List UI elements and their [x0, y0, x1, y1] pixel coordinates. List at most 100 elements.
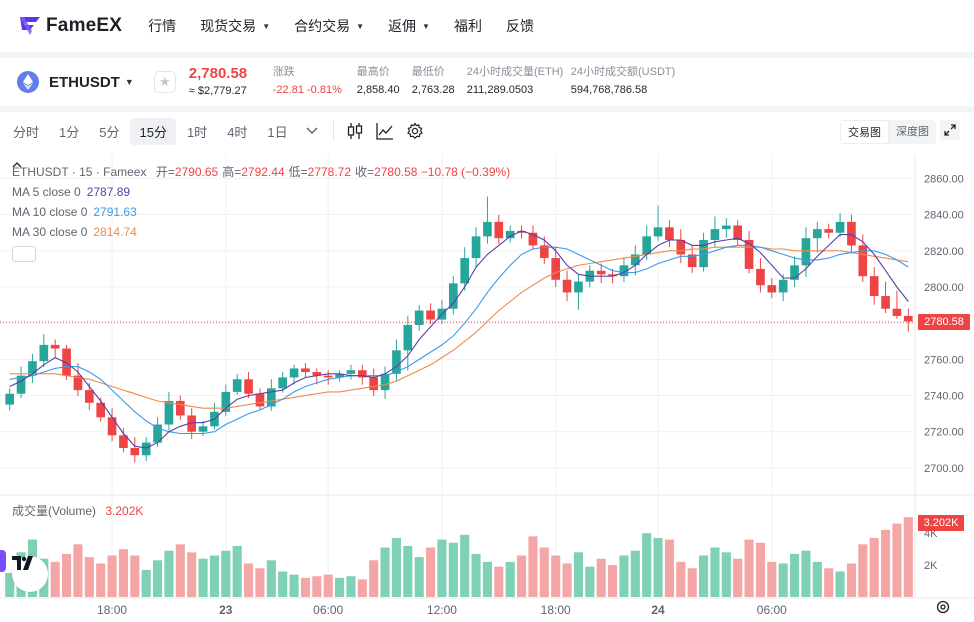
volume-bar — [505, 561, 515, 597]
volume-bar — [869, 537, 879, 597]
chart-area[interactable]: 2700.002720.002740.002760.002780.002800.… — [0, 154, 974, 622]
volume-bar — [858, 544, 868, 597]
candle-body — [323, 375, 333, 378]
volume-bar — [755, 542, 765, 597]
candle-body — [28, 361, 37, 376]
nav-item[interactable]: 行情 — [148, 16, 176, 36]
volume-bar — [244, 563, 254, 597]
candle-body — [687, 254, 697, 268]
volume-bar — [608, 565, 618, 597]
line-chart-icon[interactable] — [370, 118, 400, 144]
volume-bar — [846, 563, 856, 597]
ma-legend-row: MA 30 close 0 2814.74 — [12, 222, 510, 242]
tab-timeframe[interactable]: 1时 — [186, 124, 208, 140]
nav-item[interactable]: 反馈 — [506, 16, 534, 36]
candle-body — [665, 227, 674, 240]
caret-down-icon: ▼ — [124, 77, 134, 87]
nav-item[interactable]: 福利 — [454, 16, 482, 36]
candle-body — [881, 296, 890, 309]
star-icon[interactable]: ★ — [153, 71, 176, 93]
gear-icon[interactable] — [400, 118, 430, 144]
candle-body — [460, 258, 470, 284]
ticker-stat: 最低价 2,763.28 — [412, 65, 467, 99]
candle-body — [858, 245, 868, 277]
candle-body — [778, 279, 788, 293]
chart-legend: ETHUSDT · 15 · Fameex 开=2790.65 高=2792.44… — [12, 162, 510, 262]
ma-label: MA 5 close 0 — [12, 185, 81, 199]
candle-body — [255, 393, 265, 407]
toolbar-divider — [332, 121, 334, 141]
candle-body — [50, 344, 60, 349]
candle-body — [369, 377, 379, 391]
volume-bar — [153, 560, 163, 597]
chart-settings-icon[interactable] — [936, 600, 954, 618]
chevron-up-icon[interactable] — [12, 162, 36, 262]
tab-timeframe[interactable]: 5分 — [99, 124, 120, 140]
volume-bar — [824, 568, 834, 597]
volume-bar — [323, 574, 333, 597]
volume-bar — [266, 560, 276, 597]
x-tick-label: 23 — [219, 603, 233, 617]
candle-body — [824, 229, 834, 233]
candlestick-icon[interactable] — [340, 118, 370, 144]
candle-body — [301, 368, 310, 373]
candle-body — [517, 230, 526, 233]
tab-trading-view[interactable]: 交易图 — [840, 120, 889, 144]
timeframe-group: 分时 1分 5分 15分 1时 4时 1日 — [2, 117, 297, 145]
legend-change: −10.78 (−0.39%) — [420, 165, 511, 179]
x-tick-label: 18:00 — [541, 603, 571, 617]
candle-body — [130, 448, 140, 456]
tab-timeframe[interactable]: 4时 — [227, 124, 248, 140]
candle-body — [471, 236, 481, 259]
symbol-selector[interactable]: ETHUSDT ▼ — [49, 74, 134, 91]
volume-bar — [573, 552, 583, 597]
candle-body — [5, 393, 15, 405]
chevron-down-icon[interactable] — [297, 118, 327, 144]
last-price-tag: 2780.58 — [918, 314, 970, 331]
ticker-stat: 24小时成交量(ETH) 211,289.0503 — [467, 65, 571, 99]
volume-bar — [664, 539, 674, 597]
volume-bar — [380, 547, 390, 597]
nav-item[interactable]: 合约交易 ▼ — [294, 16, 364, 36]
ohlc-value: 2792.44 — [241, 165, 285, 179]
ma10-line — [9, 244, 909, 435]
ohlc-legend: ETHUSDT · 15 · Fameex 开=2790.65 高=2792.44… — [12, 162, 510, 182]
tab-timeframe[interactable]: 分时 — [13, 124, 40, 140]
volume-bar — [187, 552, 197, 597]
tab-timeframe[interactable]: 1日 — [267, 124, 288, 140]
volume-bar — [778, 563, 788, 597]
tab-timeframe[interactable]: 1分 — [59, 124, 80, 140]
candle-body — [39, 344, 49, 362]
x-tick-label: 12:00 — [427, 603, 457, 617]
tab-timeframe[interactable]: 15分 — [130, 117, 176, 145]
candle-body — [483, 221, 492, 237]
brand-logo[interactable]: FameEX — [18, 15, 122, 37]
volume-value: 3.202K — [105, 504, 144, 518]
side-panel-tab[interactable] — [0, 550, 6, 572]
x-tick-label: 06:00 — [313, 603, 343, 617]
candle-body — [392, 350, 401, 374]
ohlc-value: 2780.58 — [374, 165, 418, 179]
candle-body — [335, 373, 344, 378]
volume-bar — [812, 561, 822, 597]
tab-depth-chart[interactable]: 深度图 — [896, 126, 929, 138]
ma-value: 2814.74 — [93, 225, 137, 239]
volume-bar — [562, 563, 572, 597]
volume-bar — [164, 550, 174, 597]
chart-toolbar: 分时 1分 5分 15分 1时 4时 1日 交易图 深度图 — [0, 112, 974, 150]
expand-icon[interactable] — [940, 120, 960, 140]
tradingview-logo-icon[interactable] — [12, 556, 48, 592]
nav-item[interactable]: 返佣 ▼ — [388, 16, 430, 36]
candle-body — [119, 435, 128, 449]
volume-bar — [198, 558, 208, 597]
volume-bar — [881, 529, 891, 597]
stat-value: 594,768,786.58 — [570, 84, 648, 96]
candle-body — [812, 229, 822, 239]
volume-bar — [619, 555, 629, 597]
candle-body — [835, 221, 845, 233]
nav-item[interactable]: 现货交易 ▼ — [200, 16, 270, 36]
volume-bar — [687, 568, 697, 597]
candle-body — [574, 281, 583, 293]
candle-body — [642, 236, 652, 255]
ma5-line — [9, 230, 909, 449]
